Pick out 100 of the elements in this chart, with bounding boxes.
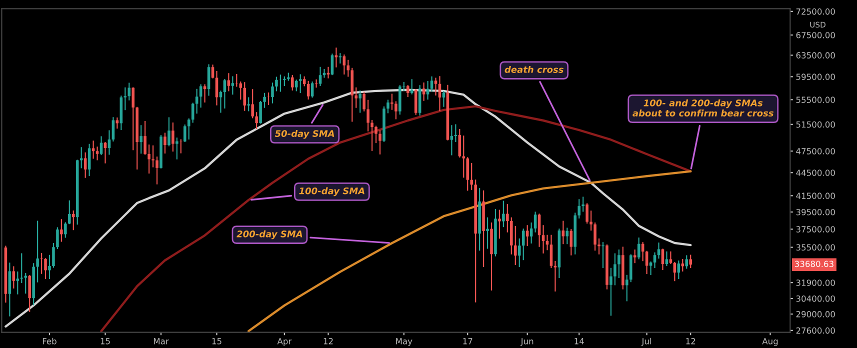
candlestick — [442, 91, 446, 107]
candlestick — [235, 74, 238, 87]
x-tick-label: Mar — [154, 338, 169, 344]
candlestick — [653, 252, 656, 268]
candlestick — [390, 94, 394, 110]
y-tick-label: 63500.00 — [796, 52, 835, 58]
y-tick-label: 39500.00 — [796, 208, 835, 216]
candlestick — [470, 162, 473, 190]
candlestick — [685, 255, 688, 269]
candlestick — [44, 258, 47, 280]
candlestick — [422, 82, 426, 101]
x-tick-label: Apr — [277, 338, 292, 346]
annotation: 100- and 200-day SMAs about to confirm bear cross — [632, 99, 774, 117]
candlestick — [618, 250, 620, 278]
candlestick — [458, 129, 462, 158]
candlestick — [207, 64, 210, 96]
candlestick — [140, 125, 142, 154]
candlestick — [330, 54, 334, 76]
candlestick — [152, 145, 154, 168]
candlestick — [28, 275, 31, 312]
candlestick — [298, 74, 302, 94]
candlestick — [183, 124, 186, 142]
candlestick — [24, 272, 27, 294]
candlestick — [625, 274, 628, 302]
candlestick — [168, 117, 170, 146]
y-tick-label: 37500.00 — [796, 226, 835, 232]
candlestick — [306, 80, 310, 100]
candlestick — [370, 120, 374, 151]
candlestick — [354, 87, 358, 108]
x-tick-label: Feb — [42, 338, 56, 344]
candlestick — [116, 118, 119, 129]
candlestick — [374, 126, 378, 144]
candlestick — [195, 88, 198, 114]
candlestick — [112, 117, 115, 142]
candlestick — [578, 199, 580, 218]
candlestick — [294, 80, 298, 92]
candlestick — [562, 220, 565, 244]
y-tick-label: 51500.00 — [796, 121, 835, 128]
candlestick — [164, 132, 166, 154]
candlestick — [366, 100, 370, 132]
y-tick-label: 67500.00 — [796, 32, 835, 38]
x-tick-label: 15 — [212, 338, 222, 344]
candlestick — [251, 89, 254, 118]
candlestick — [406, 84, 410, 97]
candlestick — [211, 64, 214, 78]
candlestick — [203, 84, 206, 102]
candlestick — [72, 210, 75, 230]
candlestick — [514, 226, 517, 266]
x-tick-label: Jul — [641, 338, 652, 346]
candlestick — [124, 87, 127, 110]
candlestick — [176, 138, 178, 160]
y-tick-label: 59500.00 — [796, 74, 835, 80]
candlestick — [665, 251, 668, 266]
candlestick — [342, 54, 346, 74]
candlestick — [291, 74, 294, 90]
y-tick-label: 31900.00 — [796, 280, 835, 286]
candlestick — [100, 136, 103, 156]
y-tick-label: 35500.00 — [796, 244, 835, 251]
candlestick — [243, 82, 246, 111]
candlestick — [518, 238, 521, 267]
candlestick — [394, 101, 398, 120]
candlestick — [598, 238, 600, 254]
candlestick — [657, 242, 660, 259]
candlestick — [502, 200, 505, 228]
x-tick-label: 12 — [686, 338, 696, 344]
candlestick — [239, 81, 242, 100]
candlestick — [534, 212, 537, 232]
y-tick-label: 30400.00 — [796, 295, 835, 302]
candlestick — [358, 90, 362, 113]
candlestick — [156, 156, 158, 184]
candlestick — [378, 130, 382, 154]
candlestick — [430, 76, 434, 92]
y-tick-label: 55500.00 — [796, 96, 835, 103]
candlestick — [681, 259, 684, 272]
candlestick — [255, 112, 258, 130]
candlestick — [530, 222, 533, 244]
candlestick — [386, 100, 390, 114]
y-tick-label: 29000.00 — [796, 311, 835, 318]
y-tick-label: 72500.00 — [796, 8, 835, 15]
candlestick — [68, 200, 71, 224]
x-tick-label: 17 — [463, 338, 472, 344]
y-tick-label: 27600.00 — [796, 327, 835, 334]
candlestick — [16, 271, 20, 294]
candlestick — [506, 204, 509, 232]
candlestick — [486, 217, 489, 249]
annotation: 100-day SMA — [299, 187, 364, 196]
candlestick — [594, 222, 596, 251]
candlestick — [48, 254, 51, 280]
candlestick — [526, 225, 529, 246]
candlestick — [522, 228, 525, 260]
candlestick — [263, 92, 266, 108]
y-tick-label: 44500.00 — [796, 170, 835, 176]
candlestick — [56, 227, 59, 250]
text: 33680.63 — [794, 260, 834, 268]
candlestick — [582, 196, 584, 212]
candlestick — [466, 157, 470, 191]
x-tick-label: May — [396, 338, 412, 346]
candlestick — [231, 76, 234, 95]
x-tick-label: 14 — [574, 338, 584, 344]
y-tick-label: 47500.00 — [796, 148, 835, 154]
